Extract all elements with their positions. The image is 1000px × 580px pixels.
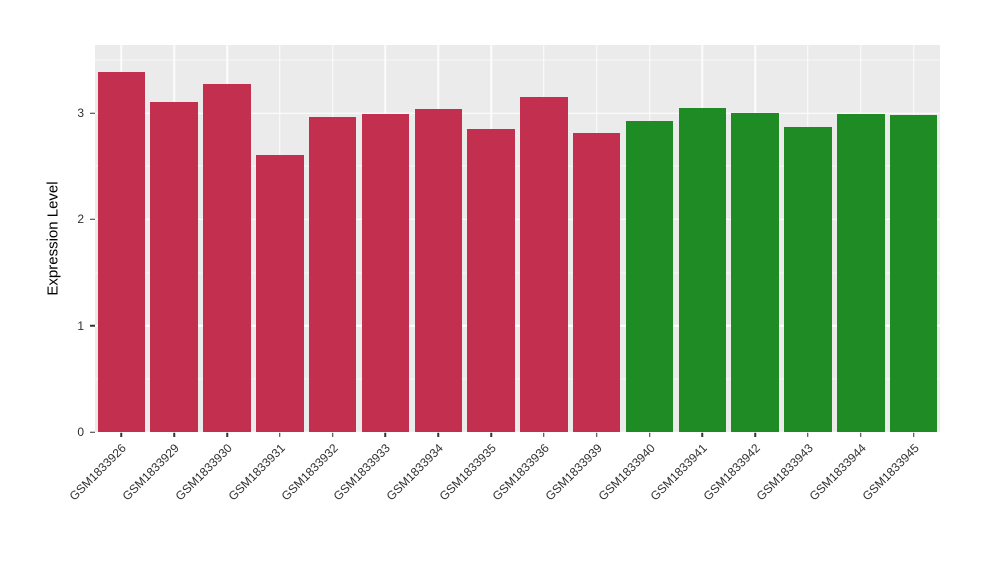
x-tick-mark [543,432,545,437]
gridline-minor [95,272,940,274]
y-tick-label: 0 [77,425,84,439]
x-tick-mark [595,432,598,437]
x-tick-label: GSM1833941 [647,441,711,504]
gridline-major [95,324,940,327]
y-tick-mark [90,324,95,327]
bar-GSM1833926 [97,71,146,432]
bar-GSM1833930 [203,84,251,432]
bar-GSM1833940 [625,120,674,432]
x-tick-label: GSM1833935 [436,441,499,504]
x-tick-label: GSM1833929 [119,441,183,504]
x-tick-label: GSM1833936 [489,441,552,504]
gridline-major [95,112,940,114]
y-tick-mark [90,218,95,221]
bar-GSM1833931 [256,154,304,432]
x-tick-label: GSM1833944 [806,441,869,504]
bar-GSM1833944 [837,114,885,432]
x-tick-label: GSM1833934 [383,441,447,504]
bar-GSM1833936 [520,97,568,432]
x-axis: GSM1833926 GSM1833929 GSM1833930 GSM1833931… [67,432,940,580]
y-tick-label: 1 [77,318,84,333]
x-tick-label: GSM1833939 [542,441,605,504]
bar-GSM1833941 [678,107,727,432]
x-tick-label: GSM1833942 [700,441,764,504]
x-tick-label: GSM1833943 [753,441,816,504]
x-tick-mark [701,432,704,437]
bar-GSM1833932 [308,117,357,432]
x-tick-mark [912,432,915,437]
y-axis: 0 1 2 3 [0,45,95,438]
x-tick-mark [120,432,123,437]
x-tick-mark [807,432,809,437]
gridline-major [95,431,940,433]
bar-GSM1833942 [731,113,779,432]
x-tick-mark [226,432,228,437]
bar-GSM1833943 [784,126,832,432]
x-tick-mark [490,432,492,437]
gridline-major [95,218,940,221]
y-tick-mark [90,431,95,433]
x-tick-label: GSM1833945 [859,441,922,504]
bar-GSM1833933 [361,114,410,432]
x-tick-mark [648,432,651,437]
x-tick-label: GSM1833926 [67,441,130,504]
gridline-minor [95,59,940,61]
x-tick-label: GSM1833931 [225,441,288,504]
x-tick-mark [173,432,175,437]
x-tick-mark [384,432,387,437]
plot-panel [95,45,940,433]
bar-GSM1833929 [150,102,198,432]
bar-GSM1833939 [572,133,621,432]
bar-GSM1833945 [889,115,938,432]
bar-GSM1833935 [467,129,515,432]
gridline-minor [95,165,940,167]
gridline-minor [95,378,940,380]
y-tick-mark [90,112,95,114]
x-tick-label: GSM1833933 [331,441,394,504]
x-tick-mark [754,432,756,437]
x-tick-mark [279,432,281,437]
x-tick-mark [331,432,334,437]
bar-GSM1833934 [414,108,463,432]
x-tick-label: GSM1833940 [595,441,658,504]
x-tick-mark [860,432,862,437]
y-tick-label: 3 [77,106,84,121]
x-tick-mark [437,432,440,437]
x-tick-label: GSM1833930 [172,441,235,504]
y-tick-label: 2 [77,212,84,227]
